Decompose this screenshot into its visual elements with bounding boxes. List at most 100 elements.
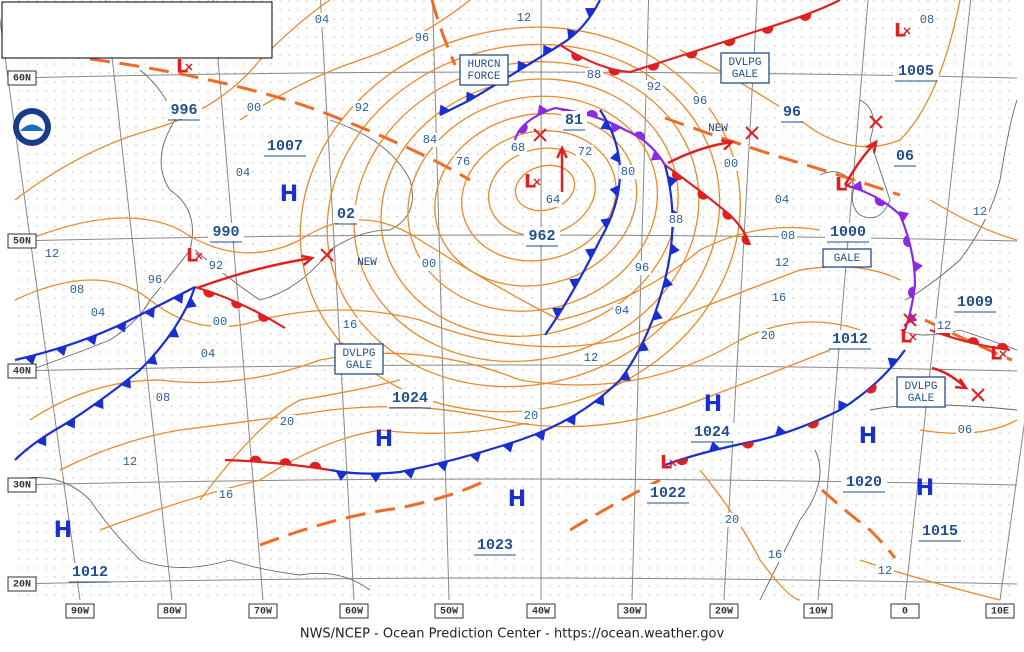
high-center: H: [508, 487, 526, 512]
cold-front-pip: [115, 321, 127, 333]
isobar-label: 12: [123, 455, 137, 469]
parallel: [14, 577, 1018, 585]
meridian: [631, 0, 650, 601]
warm-front-pip: [671, 170, 683, 181]
warning-text: HURCN: [467, 59, 500, 71]
meridian: [904, 0, 972, 601]
isobar-label-bg: [420, 257, 438, 271]
cold-front-pip: [85, 334, 98, 346]
isobar-label-bg: [576, 145, 594, 159]
pressure-label-bg: [67, 563, 113, 581]
longitude-label: 20W: [715, 607, 733, 618]
pressure-label-bg: [893, 62, 939, 80]
pressure-label: 1012: [832, 331, 868, 348]
isobar: [919, 419, 1018, 434]
warm-front-pip: [676, 457, 689, 466]
cold-front-pip: [708, 441, 721, 452]
isobar-label-bg: [68, 283, 86, 297]
motion-arrows: [196, 115, 985, 402]
warm-front-pip: [874, 197, 886, 207]
cold-front-pip: [619, 370, 631, 381]
isobar-label-bg: [217, 488, 235, 502]
pressure-label: 1005: [898, 63, 934, 80]
cold-front-pip: [172, 292, 184, 304]
isobar-label-bg: [935, 319, 953, 333]
isobar-label-bg: [918, 13, 936, 27]
isobar-label: 96: [635, 261, 649, 275]
isobar: [929, 199, 1018, 241]
lon-label-bg: [985, 603, 1015, 619]
isobar-label-bg: [245, 101, 263, 115]
cold-front-pip: [369, 473, 382, 483]
latitude-label: 50N: [13, 237, 31, 248]
isobar-label: 08: [781, 229, 795, 243]
warning-text: DVLPG: [342, 348, 375, 360]
low-x: [533, 178, 541, 186]
cold-front-pip: [517, 60, 528, 72]
isobar-label: 04: [315, 13, 329, 27]
cold-front-pip: [898, 211, 909, 223]
new-label: NEW: [708, 123, 728, 135]
cold-front-pip: [662, 276, 674, 289]
warm-front-pip: [279, 458, 292, 465]
fronts: [14, 0, 1011, 483]
pressure-label-bg: [524, 227, 560, 245]
cold-front-pip: [403, 468, 416, 479]
pressure-label-bg: [952, 293, 998, 311]
isobar-label: 06: [958, 423, 972, 437]
isobar-label-bg: [353, 101, 371, 115]
isobar-label-bg: [421, 133, 439, 147]
isobar-label-bg: [773, 193, 791, 207]
front-line: [559, 0, 841, 74]
isobar-label: 20: [725, 513, 739, 527]
longitude-label: 40W: [532, 607, 550, 618]
cold-front-pip: [887, 357, 899, 368]
pressure-label: 1024: [694, 424, 730, 441]
cold-front-pip: [24, 354, 37, 365]
arrow-head: [300, 254, 315, 267]
new-label: NEW: [357, 257, 377, 269]
pressure-label: 1015: [922, 523, 958, 540]
low-x: [185, 63, 193, 71]
isobar-label-bg: [278, 415, 296, 429]
high-center: H: [54, 518, 72, 543]
pressure-label-bg: [892, 147, 918, 165]
pressure-label: 06: [896, 148, 914, 165]
isobar-label: 04: [775, 193, 789, 207]
lon-label-bg: [803, 603, 833, 619]
pressure-label-bg: [208, 223, 244, 241]
warning-text: GALE: [908, 393, 935, 405]
isobar-label-bg: [234, 166, 252, 180]
lon-label-bg: [65, 603, 95, 619]
isobar-label: 96: [415, 31, 429, 45]
isobar-label-bg: [667, 213, 685, 227]
x-mark: [533, 128, 547, 142]
footer: NWS/NCEP - Ocean Prediction Center - htt…: [300, 627, 725, 642]
isobar-label-bg: [199, 347, 217, 361]
pressure-label: 1000: [830, 224, 866, 241]
pressure-label: 81: [565, 112, 583, 129]
isobar-label: 12: [878, 564, 892, 578]
isobar-label: 16: [772, 291, 786, 305]
isobar-label-bg: [509, 141, 527, 155]
isobar-label-bg: [773, 256, 791, 270]
isobar-label: 68: [511, 141, 525, 155]
meridian: [999, 422, 1024, 601]
isobar: [326, 43, 721, 388]
isobar-label: 88: [669, 213, 683, 227]
isobar-label-bg: [971, 205, 989, 219]
isobar-label: 20: [280, 415, 294, 429]
front-line: [329, 164, 674, 475]
cold-front-pip: [913, 260, 923, 273]
x-mark: [320, 248, 334, 262]
cold-front-pip: [650, 150, 662, 161]
low-x: [669, 459, 677, 467]
longitude-label: 10E: [991, 607, 1009, 618]
isobar-label: 20: [524, 409, 538, 423]
cold-front-pip: [64, 417, 76, 429]
cold-front-pip: [55, 345, 68, 357]
lat-label-bg: [7, 233, 37, 249]
high-center: H: [704, 392, 722, 417]
front-line: [14, 286, 196, 362]
